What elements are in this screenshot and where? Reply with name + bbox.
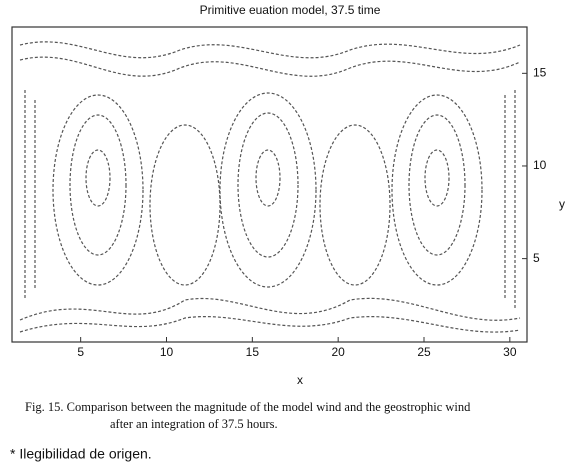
note: * Ilegibilidad de origen. [10,446,152,462]
plot-frame [11,26,528,343]
y-tick-label: 5 [533,251,540,265]
chart-title: Primitive euation model, 37.5 time [200,3,381,17]
x-tick-label: 30 [503,345,517,359]
x-tick-label: 5 [77,345,84,359]
x-tick-label: 10 [160,345,174,359]
y-tick-label: 10 [533,158,547,172]
contour-lines [19,41,521,333]
x-tick-label: 20 [331,345,345,359]
y-tick-label: 15 [533,65,547,79]
x-tick-label: 25 [417,345,431,359]
y-axis-label: y [559,197,565,211]
x-axis-label: x [297,373,303,387]
caption: after an integration of 37.5 hours. [110,417,278,431]
caption: Fig. 15. Comparison between the magnitud… [25,400,471,414]
x-tick-label: 15 [246,345,260,359]
